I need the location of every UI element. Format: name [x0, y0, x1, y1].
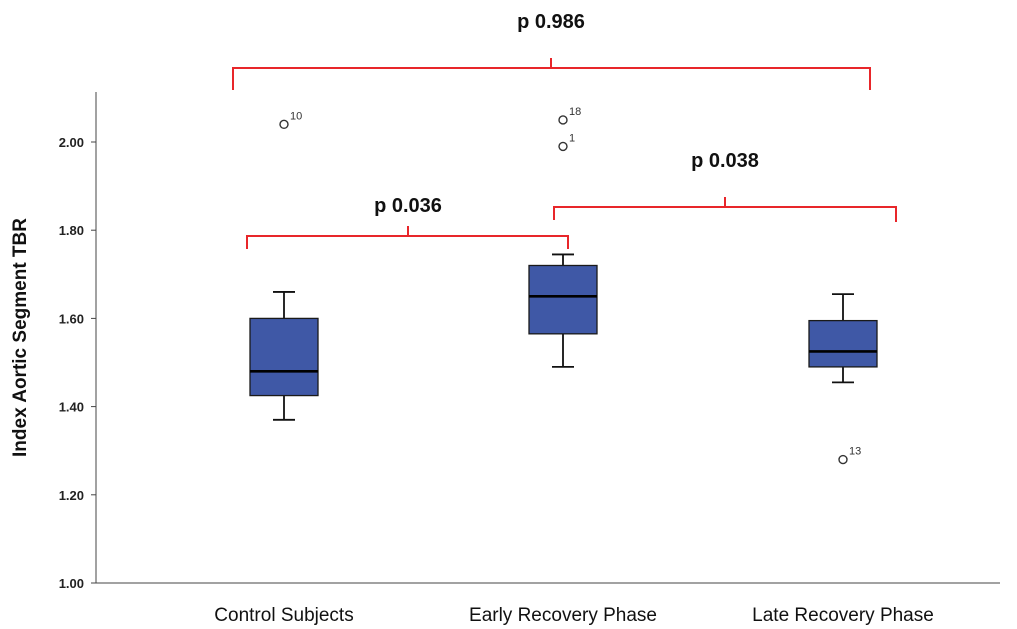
x-category-label: Late Recovery Phase — [752, 605, 934, 626]
x-category-label: Control Subjects — [214, 605, 353, 626]
comparison-brackets: p 0.986 p 0.036 p 0.038 — [232, 11, 897, 249]
p-value-label: p 0.038 — [691, 150, 759, 172]
y-tick-label: 1.20 — [59, 488, 84, 503]
outlier-point — [279, 119, 289, 130]
outlier-point — [558, 115, 568, 125]
box-group: 10 — [249, 110, 319, 421]
comparison-bracket: p 0.038 — [553, 150, 897, 222]
outlier-label: 18 — [569, 106, 581, 118]
outlier-label: 13 — [849, 446, 861, 458]
y-axis-label: Index Aortic Segment TBR — [10, 218, 31, 457]
y-tick-label: 1.00 — [59, 576, 84, 591]
x-category-label: Early Recovery Phase — [469, 605, 657, 626]
iqr-box — [528, 264, 598, 335]
y-tick-label: 1.60 — [59, 311, 84, 326]
iqr-box — [808, 319, 878, 368]
y-tick-label: 1.80 — [59, 223, 84, 238]
boxes: 10 18 1 13 — [249, 106, 878, 465]
outlier-point — [838, 454, 848, 465]
y-tick-label: 1.40 — [59, 400, 84, 415]
x-category-labels: Control Subjects Early Recovery Phase Late… — [214, 605, 934, 626]
axes — [95, 92, 1000, 584]
y-ticks: 1.00 1.20 1.40 1.60 1.80 2.00 — [59, 135, 96, 591]
box-group: 18 1 — [528, 106, 598, 368]
iqr-box — [249, 317, 319, 397]
outlier-point — [558, 141, 568, 152]
comparison-bracket: p 0.986 — [232, 11, 871, 90]
outlier-label: 1 — [569, 132, 575, 144]
p-value-label: p 0.036 — [374, 195, 442, 217]
comparison-bracket: p 0.036 — [246, 195, 569, 249]
outlier-label: 10 — [290, 110, 302, 122]
y-tick-label: 2.00 — [59, 135, 84, 150]
box-group: 13 — [808, 293, 878, 465]
p-value-label: p 0.986 — [517, 11, 585, 33]
